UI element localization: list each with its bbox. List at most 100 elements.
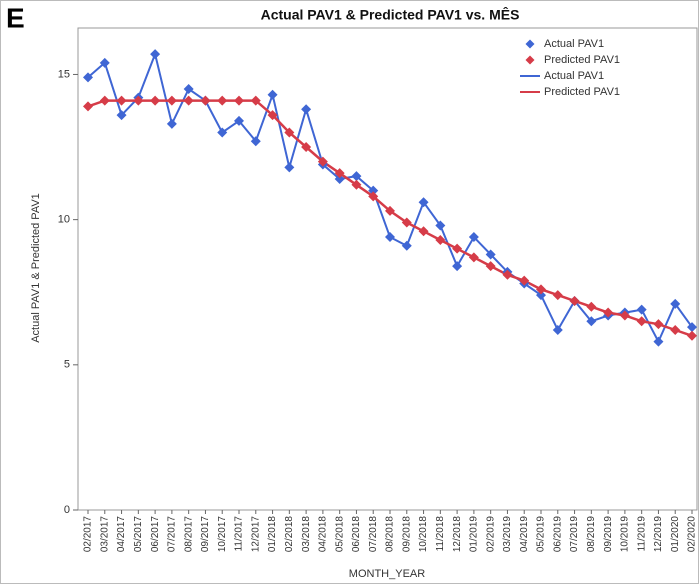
x-tick-label: 01/2019 (469, 516, 480, 553)
point (670, 324, 681, 335)
x-axis-label: MONTH_YEAR (349, 568, 425, 580)
point (217, 127, 228, 138)
x-tick-label: 12/2018 (452, 516, 463, 553)
point (99, 95, 110, 106)
point (452, 243, 463, 254)
x-tick-label: 04/2018 (318, 516, 329, 553)
point (418, 226, 429, 237)
point (150, 49, 161, 60)
point (150, 95, 161, 106)
x-tick-label: 05/2018 (334, 516, 345, 553)
x-tick-label: 11/2019 (636, 516, 647, 552)
x-tick-label: 02/2018 (284, 516, 295, 553)
point (183, 95, 194, 106)
x-tick-label: 01/2018 (267, 516, 278, 553)
point (250, 136, 261, 147)
point (166, 95, 177, 106)
point (301, 142, 312, 153)
point (234, 95, 244, 106)
legend-label: Predicted PAV1 (544, 86, 620, 98)
x-tick-label: 10/2018 (418, 516, 429, 553)
x-tick-label: 08/2019 (586, 516, 597, 553)
point (519, 275, 530, 286)
point (636, 316, 647, 327)
point (116, 110, 127, 121)
point (586, 316, 597, 327)
point (536, 290, 546, 301)
point (317, 156, 328, 167)
point (418, 197, 429, 208)
point (83, 101, 93, 112)
point (217, 95, 228, 106)
point (368, 191, 379, 202)
x-tick-label: 05/2019 (536, 516, 547, 553)
x-tick-label: 07/2017 (167, 516, 178, 553)
x-tick-label: 11/2018 (435, 516, 446, 552)
x-tick-label: 10/2017 (217, 516, 228, 553)
point (653, 319, 664, 330)
point (284, 162, 295, 173)
x-tick-label: 04/2017 (116, 516, 127, 553)
x-tick-label: 04/2019 (519, 516, 530, 553)
point (536, 284, 546, 295)
x-tick-label: 09/2017 (200, 516, 211, 553)
y-tick-label: 5 (64, 359, 70, 371)
panel-label: E (6, 2, 25, 33)
point (435, 220, 446, 231)
point (234, 115, 244, 126)
point (552, 290, 563, 301)
y-tick-label: 10 (58, 214, 70, 226)
x-tick-label: 01/2020 (670, 516, 681, 553)
point (468, 252, 479, 263)
point (636, 304, 647, 315)
y-tick-label: 0 (64, 504, 70, 516)
point (351, 179, 362, 190)
point (385, 205, 395, 216)
x-tick-label: 12/2019 (653, 516, 664, 553)
point (468, 232, 479, 243)
x-tick-label: 08/2017 (183, 516, 194, 553)
x-tick-label: 03/2018 (301, 516, 312, 553)
point (385, 232, 395, 243)
point (284, 127, 295, 138)
point (687, 330, 697, 341)
x-tick-label: 05/2017 (133, 516, 144, 553)
point (116, 95, 127, 106)
legend-label: Predicted PAV1 (544, 54, 620, 66)
point (586, 301, 597, 312)
legend-label: Actual PAV1 (544, 38, 604, 50)
x-tick-label: 10/2019 (620, 516, 631, 553)
point (368, 185, 379, 196)
y-axis-label: Actual PAV1 & Predicted PAV1 (30, 193, 42, 343)
point (133, 95, 144, 106)
legend-label: Actual PAV1 (544, 70, 604, 82)
point (250, 95, 261, 106)
x-tick-label: 07/2018 (368, 516, 379, 553)
point (83, 72, 93, 83)
chart-title: Actual PAV1 & Predicted PAV1 vs. MÊS (261, 6, 520, 23)
y-tick-label: 15 (58, 68, 70, 80)
point (334, 173, 345, 184)
x-tick-label: 02/2017 (83, 516, 94, 553)
legend-marker (525, 39, 535, 49)
point (603, 307, 614, 318)
point (301, 104, 312, 115)
point (502, 269, 513, 280)
x-tick-label: 06/2017 (150, 516, 161, 553)
point (653, 336, 664, 347)
point (200, 95, 211, 106)
point (351, 171, 362, 182)
x-tick-label: 03/2017 (99, 516, 110, 553)
point (552, 324, 563, 335)
legend-marker (525, 55, 535, 65)
x-tick-label: 06/2019 (552, 516, 563, 553)
point (485, 261, 496, 272)
x-tick-label: 09/2018 (401, 516, 412, 553)
point (401, 217, 412, 228)
point (99, 57, 110, 68)
point (334, 168, 345, 179)
point (687, 322, 697, 333)
point (569, 295, 580, 306)
point (183, 83, 194, 94)
